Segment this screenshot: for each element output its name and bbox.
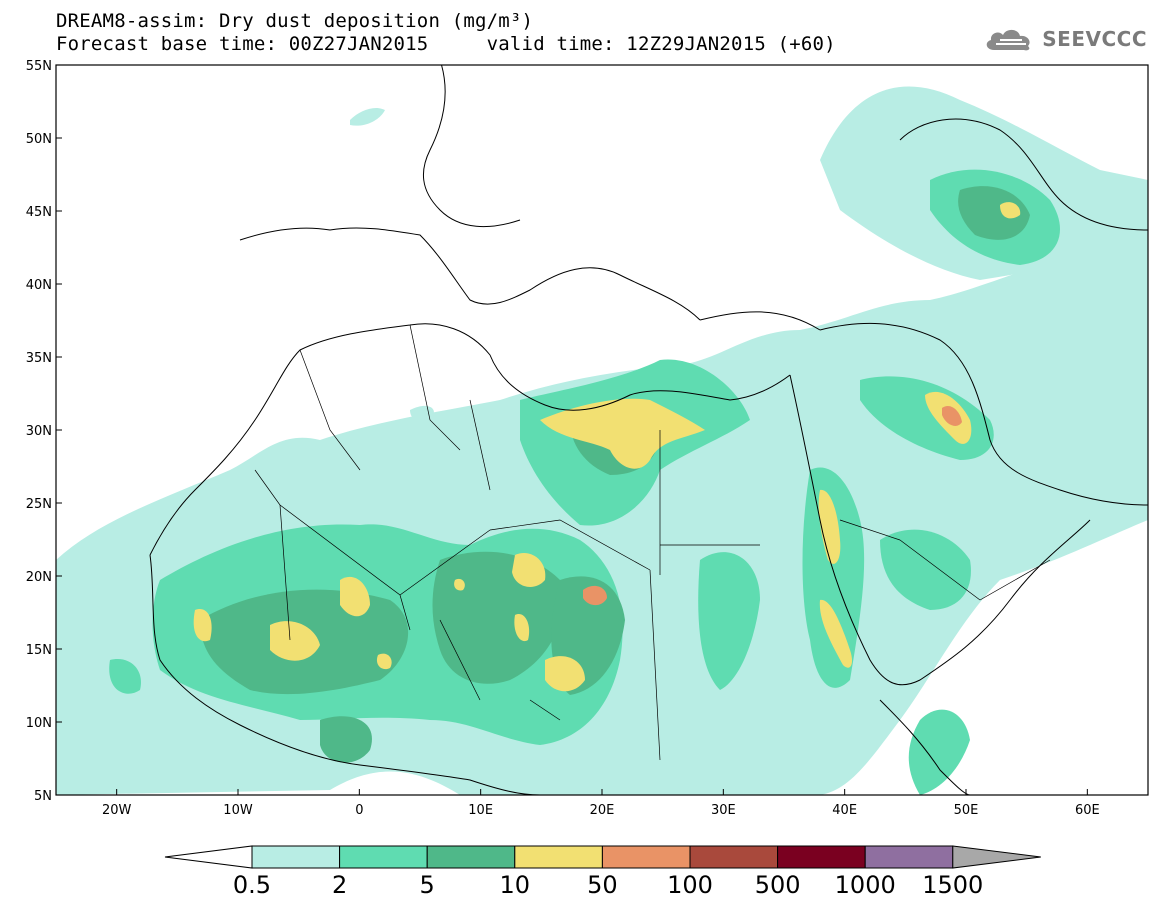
chart-title: DREAM8-assim: Dry dust deposition (mg/m³…: [56, 10, 534, 32]
lon-tick-label: 40E: [832, 803, 857, 818]
lat-tick-label: 10N: [26, 716, 52, 731]
lat-tick-label: 5N: [34, 789, 52, 804]
legend-color-box: [689, 845, 779, 869]
lon-tick-label: 20W: [102, 803, 132, 818]
legend-color-box: [251, 845, 341, 869]
legend-label: 500: [755, 871, 801, 899]
lat-tick-label: 30N: [26, 424, 52, 439]
legend-label: 100: [667, 871, 713, 899]
lon-tick-label: 50E: [954, 803, 979, 818]
borders: [254, 324, 1051, 761]
legend-color-box: [777, 845, 866, 869]
legend-color-box: [514, 845, 603, 869]
lon-tick-label: 0: [355, 803, 363, 818]
legend-label: 1000: [835, 871, 896, 899]
longitude-axis: 20W 10W 0 10E 20E 30E 40E 50E 60E: [102, 789, 1100, 818]
lat-tick-label: 50N: [26, 132, 52, 147]
legend-arrow-high: [952, 845, 1041, 869]
legend-label: 1500: [922, 871, 983, 899]
lat-tick-label: 40N: [26, 278, 52, 293]
dust-contours: [56, 65, 1148, 795]
latitude-axis: 55N 50N 45N 40N 35N 30N 25N 20N 15N 10N 5N: [26, 59, 62, 804]
legend-label: 50: [587, 871, 618, 899]
legend-color-box: [426, 845, 516, 869]
lon-tick-label: 10E: [468, 803, 493, 818]
legend-arrow-low: [164, 845, 253, 869]
lon-tick-label: 20E: [590, 803, 615, 818]
legend-color-box: [601, 845, 691, 869]
chart-subtitle: Forecast base time: 00Z27JAN2015 valid t…: [56, 33, 836, 55]
legend-label: 2: [332, 871, 347, 899]
legend-color-box: [864, 845, 954, 869]
cloud-logo-icon: [986, 29, 1030, 51]
legend-color-box: [339, 845, 428, 869]
lat-tick-label: 45N: [26, 205, 52, 220]
lat-tick-label: 55N: [26, 59, 52, 74]
lat-tick-label: 35N: [26, 351, 52, 366]
lat-tick-label: 25N: [26, 497, 52, 512]
lon-tick-label: 30E: [711, 803, 736, 818]
coastlines: [149, 65, 1148, 795]
lon-tick-label: 60E: [1075, 803, 1100, 818]
legend-label: 0.5: [233, 871, 271, 899]
lat-tick-label: 20N: [26, 570, 52, 585]
legend-label: 10: [500, 871, 531, 899]
logo-text: SEEVCCC: [1042, 27, 1147, 51]
seevccc-logo: SEEVCCC: [982, 24, 1147, 54]
lat-tick-label: 15N: [26, 643, 52, 658]
legend-label: 5: [420, 871, 435, 899]
lon-tick-label: 10W: [223, 803, 253, 818]
